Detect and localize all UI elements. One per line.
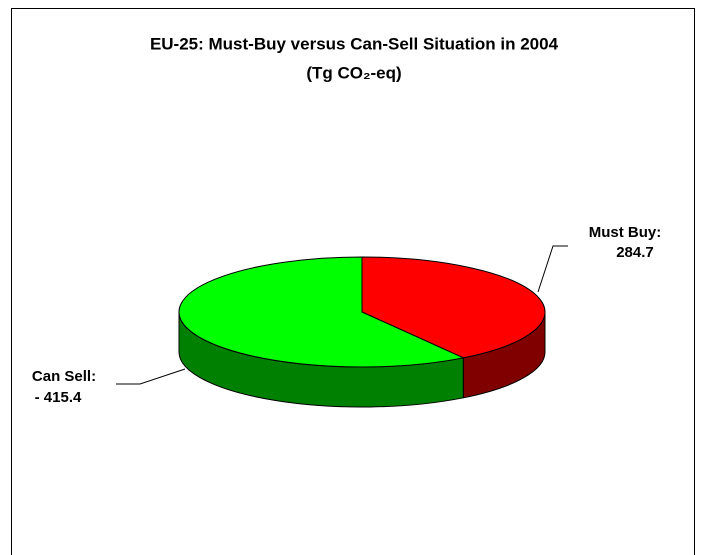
- chart-subtitle: (Tg CO₂-eq): [306, 63, 401, 82]
- slice-label: Can Sell:: [32, 368, 96, 385]
- slice: [178, 256, 465, 368]
- chart-title: EU-25: Must-Buy versus Can-Sell Situatio…: [150, 34, 559, 53]
- leader-line: [537, 245, 568, 293]
- leader-line: [116, 368, 186, 385]
- value-label: 284.7: [616, 244, 654, 261]
- value-label: - 415.4: [35, 389, 82, 406]
- slice-label: Must Buy:: [589, 224, 662, 241]
